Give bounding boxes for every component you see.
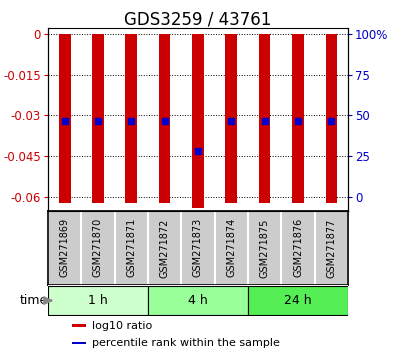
Text: 4 h: 4 h: [188, 294, 208, 307]
Text: GSM271877: GSM271877: [326, 218, 336, 278]
Bar: [126, 34, 137, 202]
Text: 24 h: 24 h: [284, 294, 312, 307]
Text: 1 h: 1 h: [88, 294, 108, 307]
Title: GDS3259 / 43761: GDS3259 / 43761: [124, 10, 272, 28]
Text: GSM271876: GSM271876: [293, 218, 303, 278]
Bar: [226, 34, 237, 202]
Text: GSM271872: GSM271872: [160, 218, 170, 278]
Bar: [72, 342, 86, 344]
Text: time: time: [20, 294, 48, 307]
Text: GSM271875: GSM271875: [260, 218, 270, 278]
Bar: [326, 34, 337, 202]
Bar: [292, 34, 304, 202]
Text: GSM271873: GSM271873: [193, 218, 203, 278]
Bar: [148, 286, 248, 315]
Bar: [48, 286, 148, 315]
Bar: [192, 34, 204, 208]
Text: GSM271871: GSM271871: [126, 218, 136, 278]
Bar: [59, 34, 70, 202]
Bar: [92, 34, 104, 202]
Bar: [72, 325, 86, 327]
Bar: [259, 34, 270, 202]
Text: GSM271870: GSM271870: [93, 218, 103, 278]
Text: percentile rank within the sample: percentile rank within the sample: [92, 338, 280, 348]
Text: GSM271869: GSM271869: [60, 218, 70, 278]
Text: log10 ratio: log10 ratio: [92, 321, 153, 331]
Text: GSM271874: GSM271874: [226, 218, 236, 278]
Bar: [248, 286, 348, 315]
Bar: [159, 34, 170, 202]
